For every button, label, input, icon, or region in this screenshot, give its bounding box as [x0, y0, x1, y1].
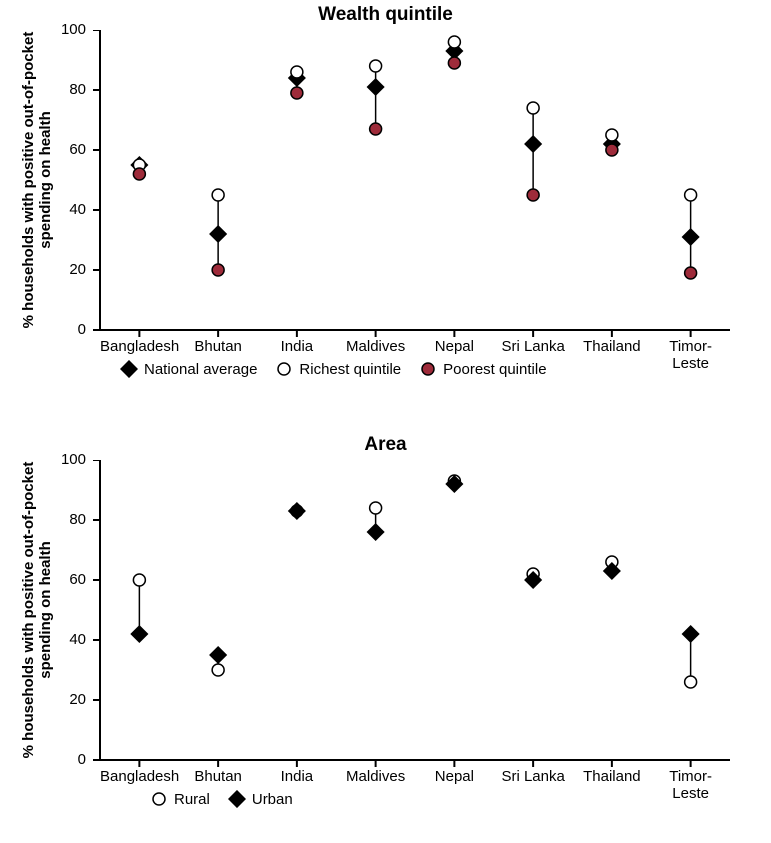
y-tick-label: 100: [60, 21, 86, 38]
x-tick-label: Thailand: [573, 768, 652, 785]
legend-area: Rural Urban: [150, 790, 293, 808]
y-tick-label: 100: [60, 451, 86, 468]
legend-item: Urban: [228, 790, 293, 808]
y-tick-label: 20: [60, 691, 86, 708]
y-tick-label: 40: [60, 201, 86, 218]
y-tick-label: 60: [60, 571, 86, 588]
legend-item-label: National average: [144, 361, 257, 378]
plot-area-area: [90, 460, 760, 800]
y-tick-label: 80: [60, 81, 86, 98]
x-tick-label: Timor-Leste: [651, 768, 730, 802]
x-tick-label: Sri Lanka: [494, 768, 573, 785]
y-tick-label: 20: [60, 261, 86, 278]
legend-item-label: Poorest quintile: [443, 361, 546, 378]
x-tick-label: Bangladesh: [100, 768, 179, 785]
legend-item-label: Urban: [252, 791, 293, 808]
y-tick-label: 40: [60, 631, 86, 648]
y-axis-label-area: % households with positive out-of-pocket…: [0, 460, 45, 760]
x-tick-label: Maldives: [336, 338, 415, 355]
panel-title-wealth: Wealth quintile: [0, 4, 771, 26]
legend-item: National average: [120, 360, 257, 378]
x-tick-label: Bangladesh: [100, 338, 179, 355]
x-tick-label: India: [258, 768, 337, 785]
x-tick-label: India: [258, 338, 337, 355]
y-tick-label: 80: [60, 511, 86, 528]
panel-title-area: Area: [0, 434, 771, 456]
x-tick-label: Maldives: [336, 768, 415, 785]
x-tick-label: Sri Lanka: [494, 338, 573, 355]
y-tick-label: 0: [60, 321, 86, 338]
legend-item: Richest quintile: [275, 360, 401, 378]
y-tick-label: 0: [60, 751, 86, 768]
plot-area-wealth: [90, 30, 760, 370]
x-tick-label: Nepal: [415, 768, 494, 785]
y-tick-label: 60: [60, 141, 86, 158]
legend-item-label: Rural: [174, 791, 210, 808]
x-tick-label: Bhutan: [179, 768, 258, 785]
legend-item: Rural: [150, 790, 210, 808]
x-tick-label: Thailand: [573, 338, 652, 355]
figure: Wealth quintile % households with positiv…: [0, 0, 771, 843]
legend-item-label: Richest quintile: [299, 361, 401, 378]
x-tick-label: Bhutan: [179, 338, 258, 355]
x-tick-label: Nepal: [415, 338, 494, 355]
x-tick-label: Timor-Leste: [651, 338, 730, 372]
legend-item: Poorest quintile: [419, 360, 546, 378]
y-axis-label-wealth: % households with positive out-of-pocket…: [0, 30, 45, 330]
legend-wealth: National average Richest quintile Poorest …: [120, 360, 547, 378]
